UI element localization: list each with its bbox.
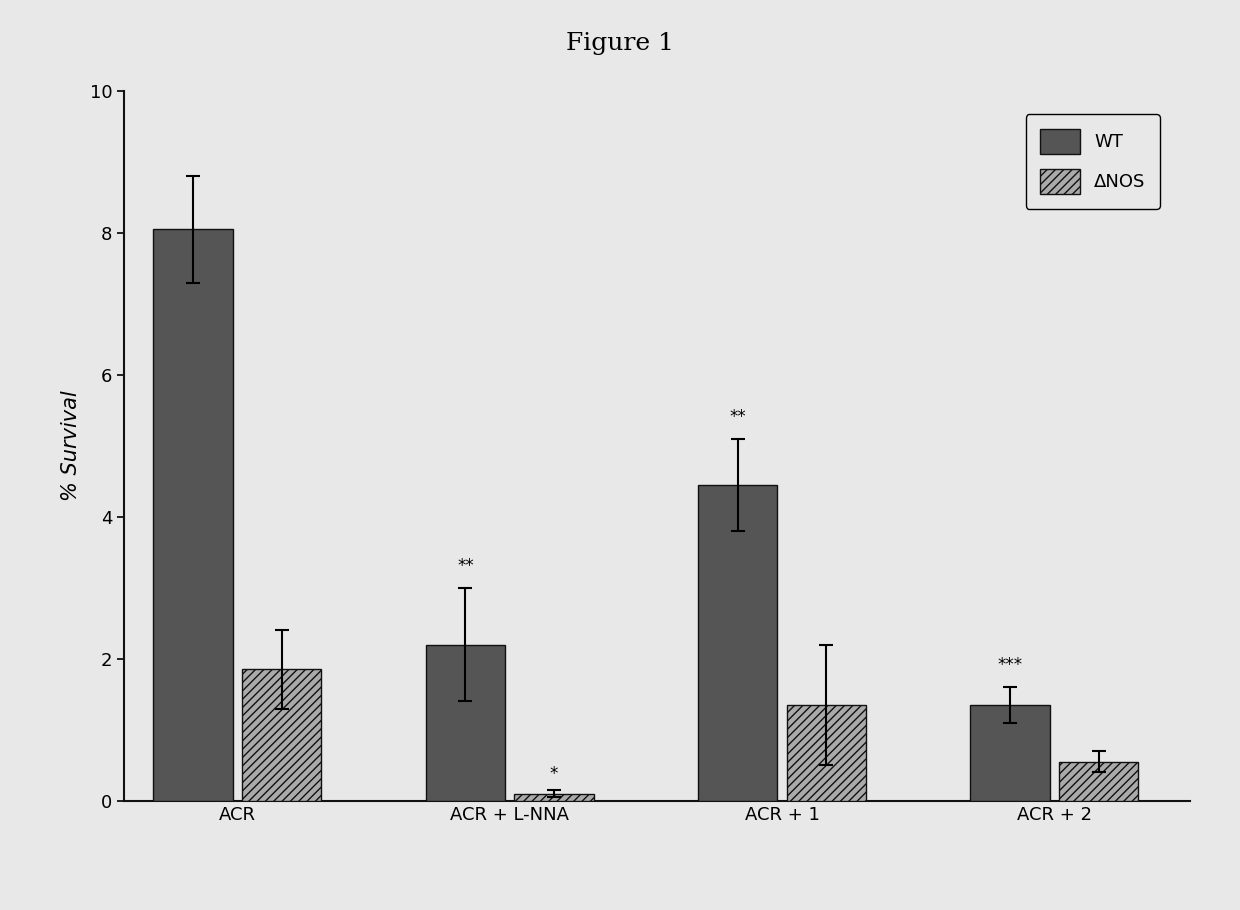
Text: Figure 1: Figure 1 — [567, 32, 673, 55]
Bar — [1059, 762, 1138, 801]
Text: *: * — [549, 765, 558, 783]
Text: ***: *** — [997, 656, 1023, 674]
Text: **: ** — [458, 557, 474, 575]
Bar — [971, 705, 1050, 801]
Bar — [515, 794, 594, 801]
Bar — [786, 705, 866, 801]
Bar — [425, 644, 505, 801]
Legend: WT, ΔNOS: WT, ΔNOS — [1025, 115, 1161, 208]
Y-axis label: % Survival: % Survival — [61, 390, 82, 501]
Bar — [242, 670, 321, 801]
Text: **: ** — [729, 408, 746, 426]
Bar — [698, 485, 777, 801]
Bar — [154, 229, 233, 801]
